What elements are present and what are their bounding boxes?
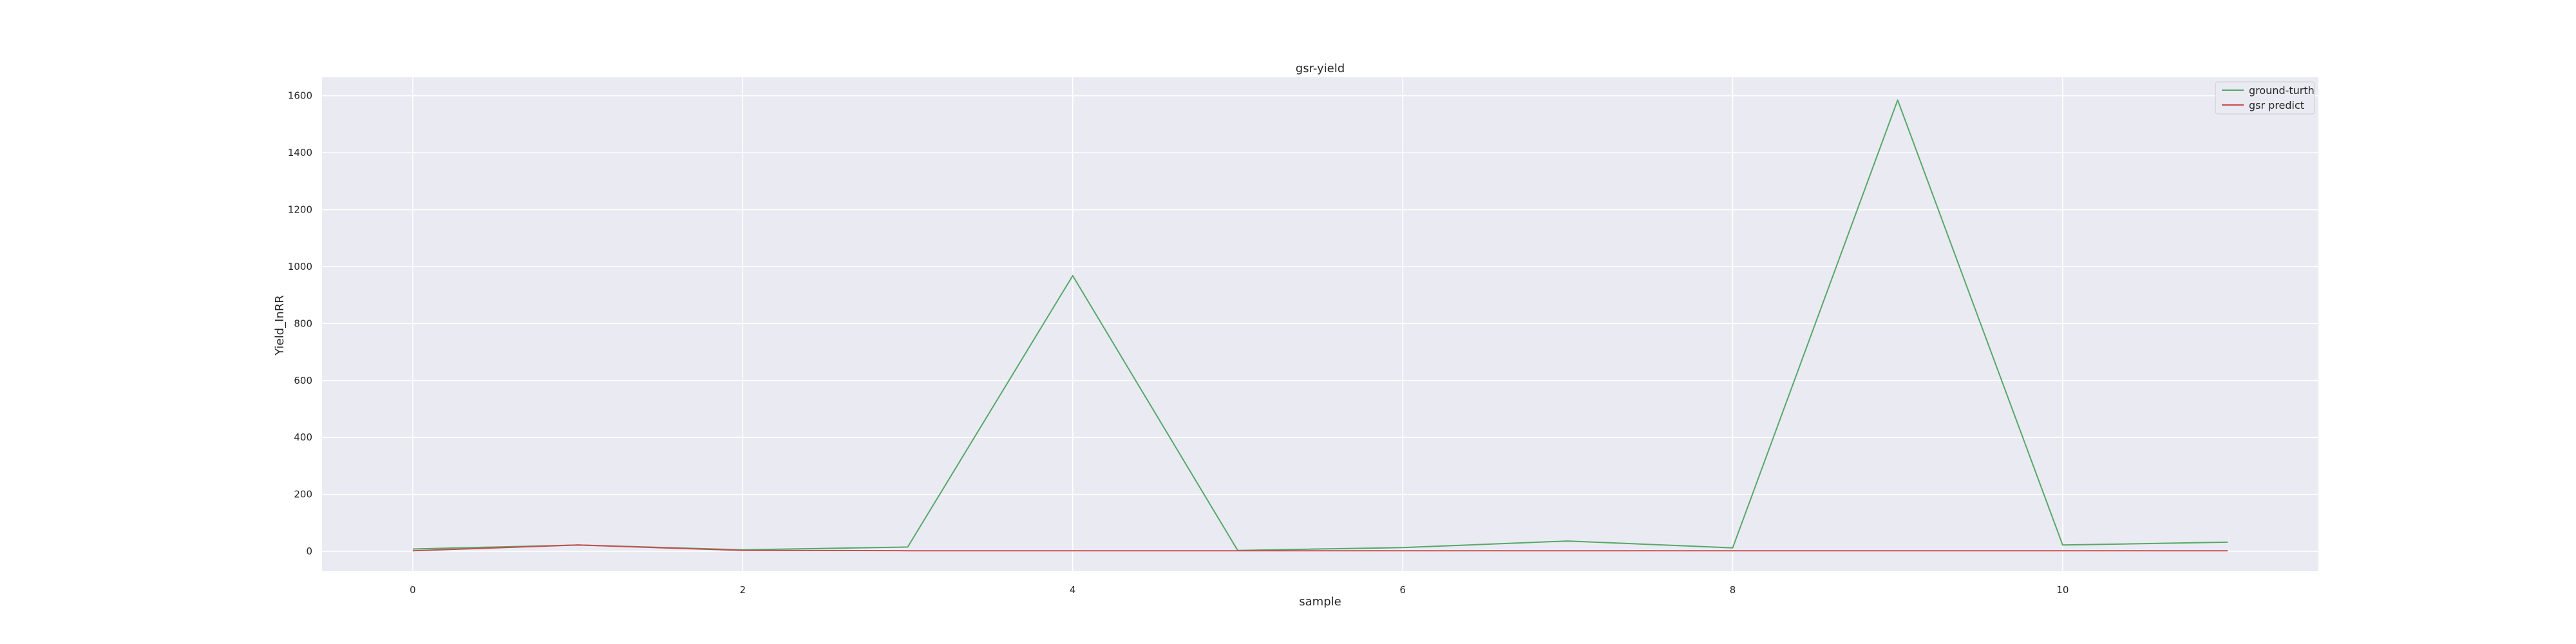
x-tick-label: 10 — [2056, 584, 2069, 596]
y-tick-label: 200 — [294, 489, 312, 500]
x-tick-label: 8 — [1730, 584, 1736, 596]
y-tick-label: 800 — [294, 317, 312, 329]
plot-area — [322, 77, 2318, 571]
series-lines — [412, 99, 2228, 552]
legend: ground-turth gsr predict — [2215, 81, 2315, 115]
x-tick-label: 0 — [410, 584, 416, 596]
y-tick-label: 1600 — [288, 90, 312, 102]
x-tick-label: 2 — [740, 584, 746, 596]
y-tick-label: 600 — [294, 375, 312, 386]
y-tick-label: 1400 — [288, 147, 312, 158]
chart-title: gsr-yield — [1296, 62, 1345, 75]
x-tick-label: 4 — [1070, 584, 1076, 596]
x-tick-label: 6 — [1399, 584, 1406, 596]
x-axis-label: sample — [1299, 595, 1341, 609]
legend-label-gsr-predict: gsr predict — [2249, 99, 2304, 111]
legend-label-ground-turth: ground-turth — [2249, 84, 2315, 97]
y-axis-label: Yield_InRR — [273, 295, 287, 356]
y-tick-label: 1000 — [288, 261, 312, 272]
tick-labels: 0 2 4 6 8 10 0 200 400 600 800 1000 1200 1400 1600 — [288, 90, 2069, 596]
grid-lines — [322, 77, 2318, 571]
series-line-gsr-predict — [412, 544, 2228, 552]
y-tick-label: 400 — [294, 431, 312, 443]
y-tick-label: 0 — [306, 545, 312, 557]
y-tick-label: 1200 — [288, 204, 312, 216]
